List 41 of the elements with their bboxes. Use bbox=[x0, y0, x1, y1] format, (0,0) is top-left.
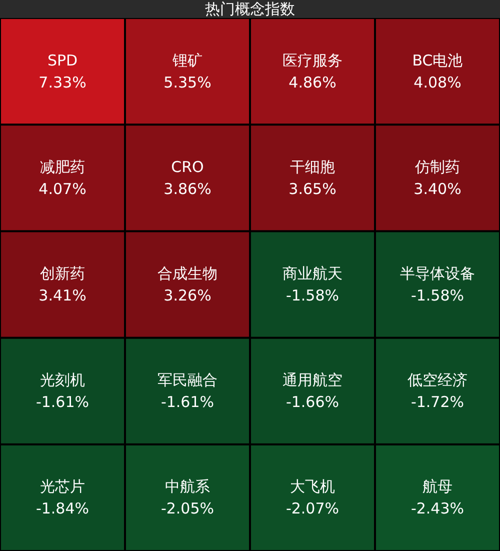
category-label: 锂矿 bbox=[172, 51, 202, 70]
data-label: 4.08% bbox=[414, 73, 462, 92]
category-label: 中航系 bbox=[165, 478, 210, 496]
category-label: 半导体设备 bbox=[400, 264, 475, 282]
data-label: -2.05% bbox=[160, 500, 214, 518]
category-label: BC电池 bbox=[412, 51, 463, 70]
title-band: 热门概念指数 bbox=[0, 0, 500, 18]
data-label: -1.72% bbox=[410, 393, 464, 412]
data-label: 3.26% bbox=[164, 286, 212, 304]
category-label: SPD bbox=[47, 51, 78, 70]
category-label: 军民融合 bbox=[158, 371, 218, 390]
data-label: -1.84% bbox=[36, 500, 90, 518]
data-label: -2.07% bbox=[286, 500, 340, 518]
category-label: 光芯片 bbox=[40, 478, 85, 496]
data-label: -1.58% bbox=[286, 286, 340, 304]
category-label: 商业航天 bbox=[282, 264, 342, 282]
category-label: 光刻机 bbox=[40, 371, 85, 390]
category-label: 医疗服务 bbox=[282, 51, 342, 70]
data-label: -1.61% bbox=[36, 393, 90, 412]
data-label: -1.66% bbox=[286, 393, 340, 412]
category-label: 干细胞 bbox=[290, 158, 335, 176]
category-label: 仿制药 bbox=[414, 158, 460, 176]
data-label: 5.35% bbox=[164, 73, 212, 92]
data-label: 3.41% bbox=[38, 286, 86, 304]
category-label: CRO bbox=[171, 158, 204, 176]
data-label: 7.33% bbox=[38, 73, 86, 92]
category-label: 大飞机 bbox=[290, 478, 335, 496]
data-label: 3.40% bbox=[414, 180, 462, 198]
data-label: -1.58% bbox=[410, 286, 464, 304]
data-label: 4.07% bbox=[38, 180, 86, 198]
data-label: -1.61% bbox=[160, 393, 214, 412]
category-label: 合成生物 bbox=[158, 264, 218, 282]
category-label: 通用航空 bbox=[282, 371, 342, 390]
category-label: 低空经济 bbox=[408, 371, 468, 390]
data-label: 4.86% bbox=[288, 73, 336, 92]
data-label: 3.65% bbox=[288, 180, 336, 198]
category-label: 创新药 bbox=[40, 264, 85, 282]
data-label: -2.43% bbox=[410, 500, 464, 518]
data-label: 3.86% bbox=[164, 180, 212, 198]
category-label: 航母 bbox=[422, 478, 452, 496]
category-label: 减肥药 bbox=[40, 158, 85, 176]
